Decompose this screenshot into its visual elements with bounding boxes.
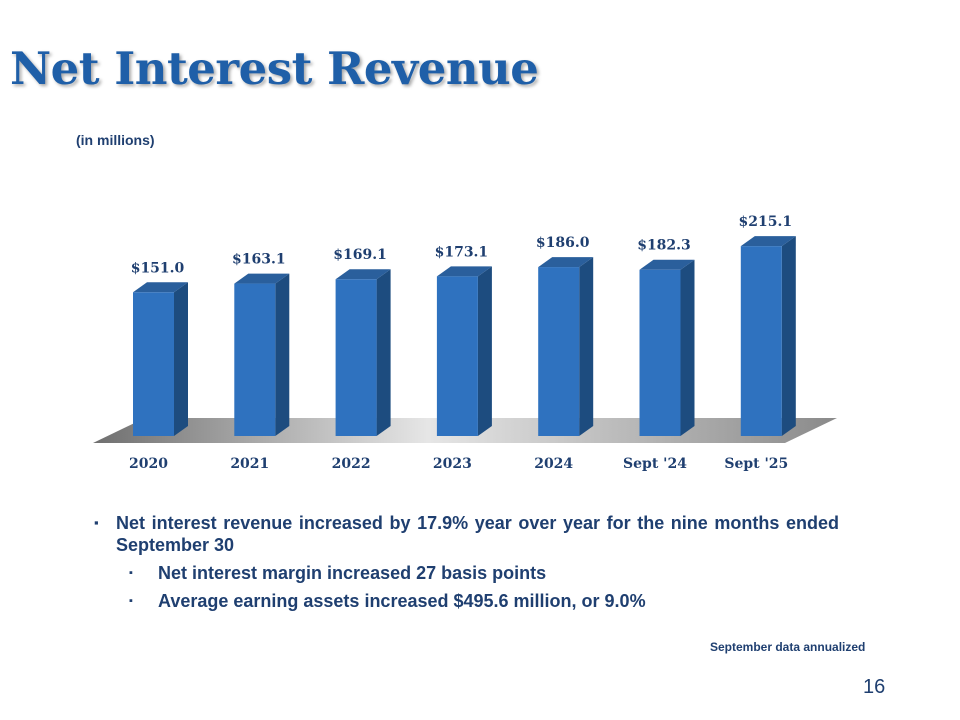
bar-front — [538, 267, 580, 436]
bar-top — [133, 282, 188, 293]
data-label: $215.1 — [739, 214, 793, 230]
data-label: $186.0 — [536, 235, 590, 251]
bullet-sub-2: ▪ Average earning assets increased $495.… — [94, 590, 839, 612]
bar-sept-24 — [639, 259, 695, 436]
page-title: Net Interest Revenue — [10, 42, 539, 95]
bar-top — [234, 273, 290, 284]
x-tick-label: 2020 — [129, 456, 168, 472]
page-number: 16 — [863, 676, 886, 698]
bar-top — [335, 269, 391, 280]
bar-side — [680, 259, 695, 436]
data-label: $151.0 — [131, 260, 185, 276]
bar-front — [133, 292, 174, 436]
bar-2022 — [335, 269, 391, 436]
x-tick-label: 2022 — [332, 456, 371, 472]
bar-2020 — [133, 282, 188, 436]
footnote: September data annualized — [710, 640, 866, 654]
x-tick-label: Sept '24 — [623, 456, 687, 472]
bullet-marker: ▪ — [94, 515, 99, 530]
bar-top — [436, 266, 492, 277]
bar-side — [174, 282, 188, 436]
bar-2024 — [538, 257, 594, 436]
bar-side — [579, 257, 594, 436]
x-tick-label: 2024 — [534, 456, 573, 472]
bar-side — [477, 266, 492, 436]
bar-top — [538, 257, 594, 268]
x-tick-label: 2023 — [433, 456, 472, 472]
chart-unit-label: (in millions) — [76, 132, 155, 148]
x-tick-label: Sept '25 — [724, 456, 788, 472]
bar-side — [376, 269, 391, 436]
bar-side — [275, 273, 290, 436]
bar-front — [335, 279, 377, 436]
bar-2021 — [234, 273, 290, 436]
bar-chart: $151.0 $163.1 $169.1 $173.1 $186.0 $182.3 $215… — [93, 214, 837, 472]
bullet-main-text: Net interest revenue increased by 17.9% … — [116, 513, 839, 555]
bullet-marker: ▪ — [129, 567, 133, 579]
bullet-sub-text: Average earning assets increased $495.6 … — [158, 591, 646, 611]
x-tick-label: 2021 — [230, 456, 269, 472]
bar-front — [234, 283, 276, 436]
bar-front — [639, 269, 681, 436]
bullet-sub-text: Net interest margin increased 27 basis p… — [158, 563, 547, 583]
data-label: $169.1 — [333, 247, 387, 263]
bullet-sub-1: ▪ Net interest margin increased 27 basis… — [94, 562, 839, 584]
bar-front — [436, 276, 478, 436]
bar-top — [639, 259, 695, 270]
data-label: $173.1 — [435, 244, 489, 260]
bar-2023 — [436, 266, 492, 436]
data-label: $163.1 — [232, 252, 286, 268]
bullet-list: ▪ Net interest revenue increased by 17.9… — [94, 512, 839, 612]
bar-top — [740, 236, 796, 247]
data-label: $182.3 — [637, 238, 691, 254]
bar-front — [740, 246, 782, 436]
bullet-main: ▪ Net interest revenue increased by 17.9… — [94, 512, 839, 556]
bar-side — [781, 236, 796, 436]
bar-sept-25 — [740, 236, 796, 436]
bullet-marker: ▪ — [129, 595, 133, 607]
